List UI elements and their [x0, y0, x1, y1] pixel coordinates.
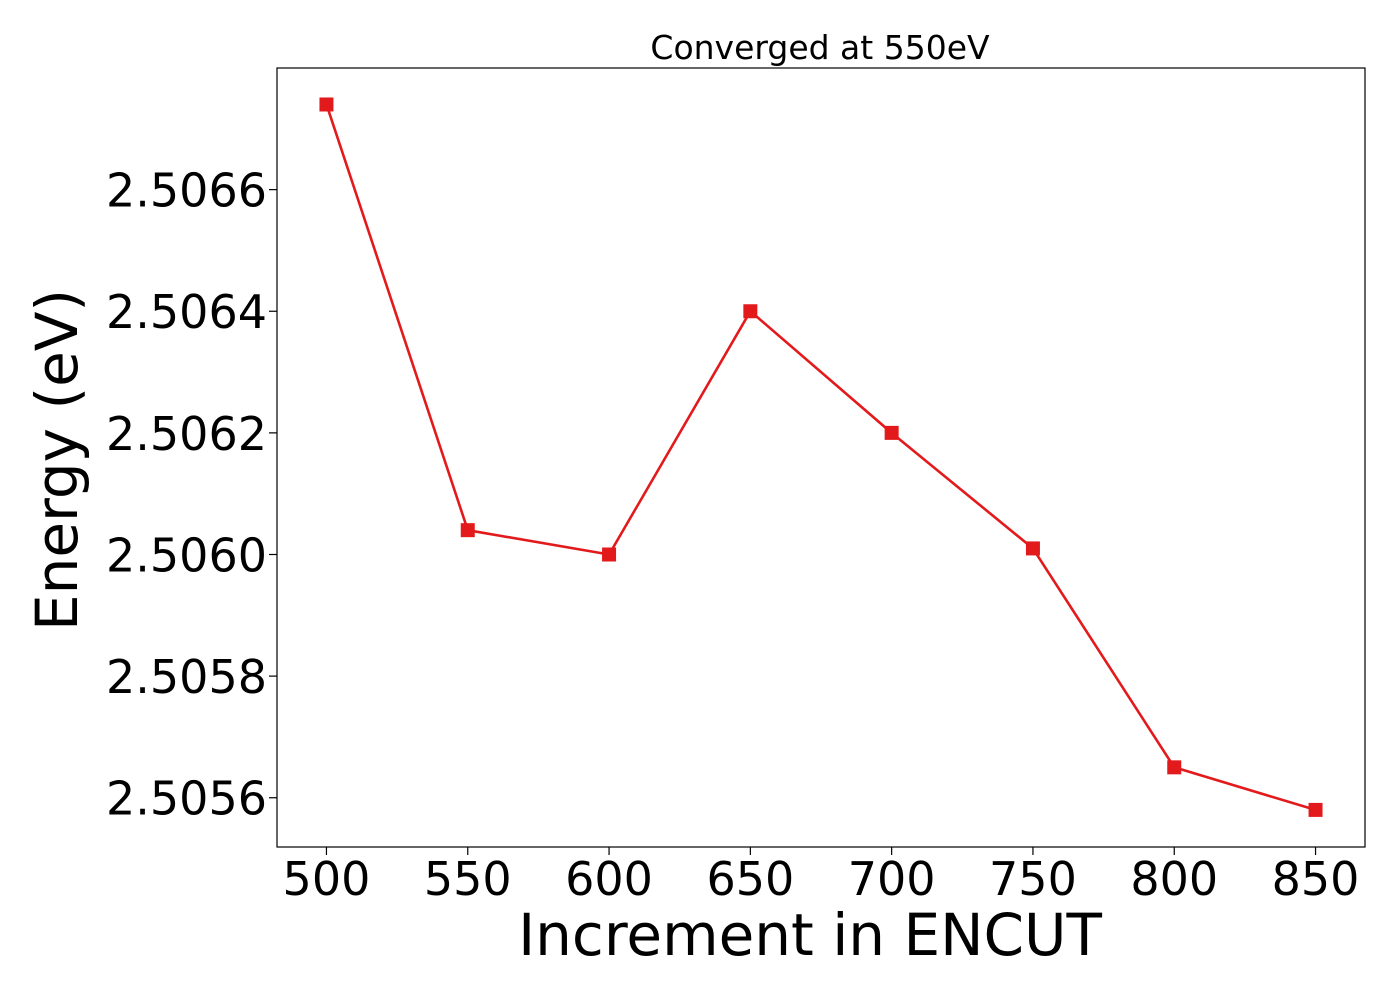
- y-tick-label: 2.5056: [106, 772, 267, 826]
- series-line: [325, 104, 1316, 812]
- data-point-marker: [319, 97, 334, 112]
- x-tick-label: 550: [424, 852, 512, 906]
- x-tick-label: 750: [989, 852, 1077, 906]
- x-tick-label: 500: [283, 852, 371, 906]
- data-point-marker: [1308, 802, 1323, 817]
- series-layer: [319, 97, 1323, 817]
- data-point-marker: [1167, 760, 1182, 775]
- y-axis-title: Energy (eV): [23, 289, 91, 631]
- y-axis-ticks: 2.5056 2.5058 2.5060 2.5062 2.5064 2.5066: [106, 164, 277, 826]
- y-tick-label: 2.5058: [106, 650, 267, 704]
- x-tick-label: 700: [848, 852, 936, 906]
- data-point-marker: [1025, 541, 1040, 556]
- data-point-marker: [743, 304, 758, 319]
- x-tick-label: 600: [565, 852, 653, 906]
- data-point-marker: [602, 547, 617, 562]
- y-tick-label: 2.5062: [106, 407, 267, 461]
- plot-area-frame: [276, 67, 1366, 848]
- y-tick-label: 2.5060: [106, 528, 267, 582]
- x-tick-label: 850: [1272, 852, 1360, 906]
- y-tick-label: 2.5066: [106, 164, 267, 218]
- y-tick-label: 2.5064: [106, 285, 267, 339]
- chart-title: Converged at 550eV: [650, 28, 990, 67]
- x-tick-label: 800: [1130, 852, 1218, 906]
- x-axis-title: Increment in ENCUT: [518, 901, 1102, 969]
- x-axis-ticks: 500 550 600 650 700 750 800 850: [283, 847, 1360, 906]
- data-point-marker: [460, 523, 475, 538]
- data-point-marker: [884, 425, 899, 440]
- x-tick-label: 650: [706, 852, 794, 906]
